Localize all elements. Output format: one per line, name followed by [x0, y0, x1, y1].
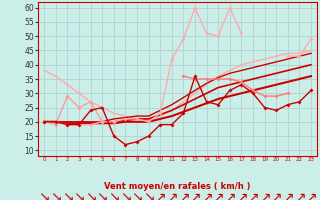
X-axis label: Vent moyen/en rafales ( km/h ): Vent moyen/en rafales ( km/h ) — [104, 182, 251, 191]
